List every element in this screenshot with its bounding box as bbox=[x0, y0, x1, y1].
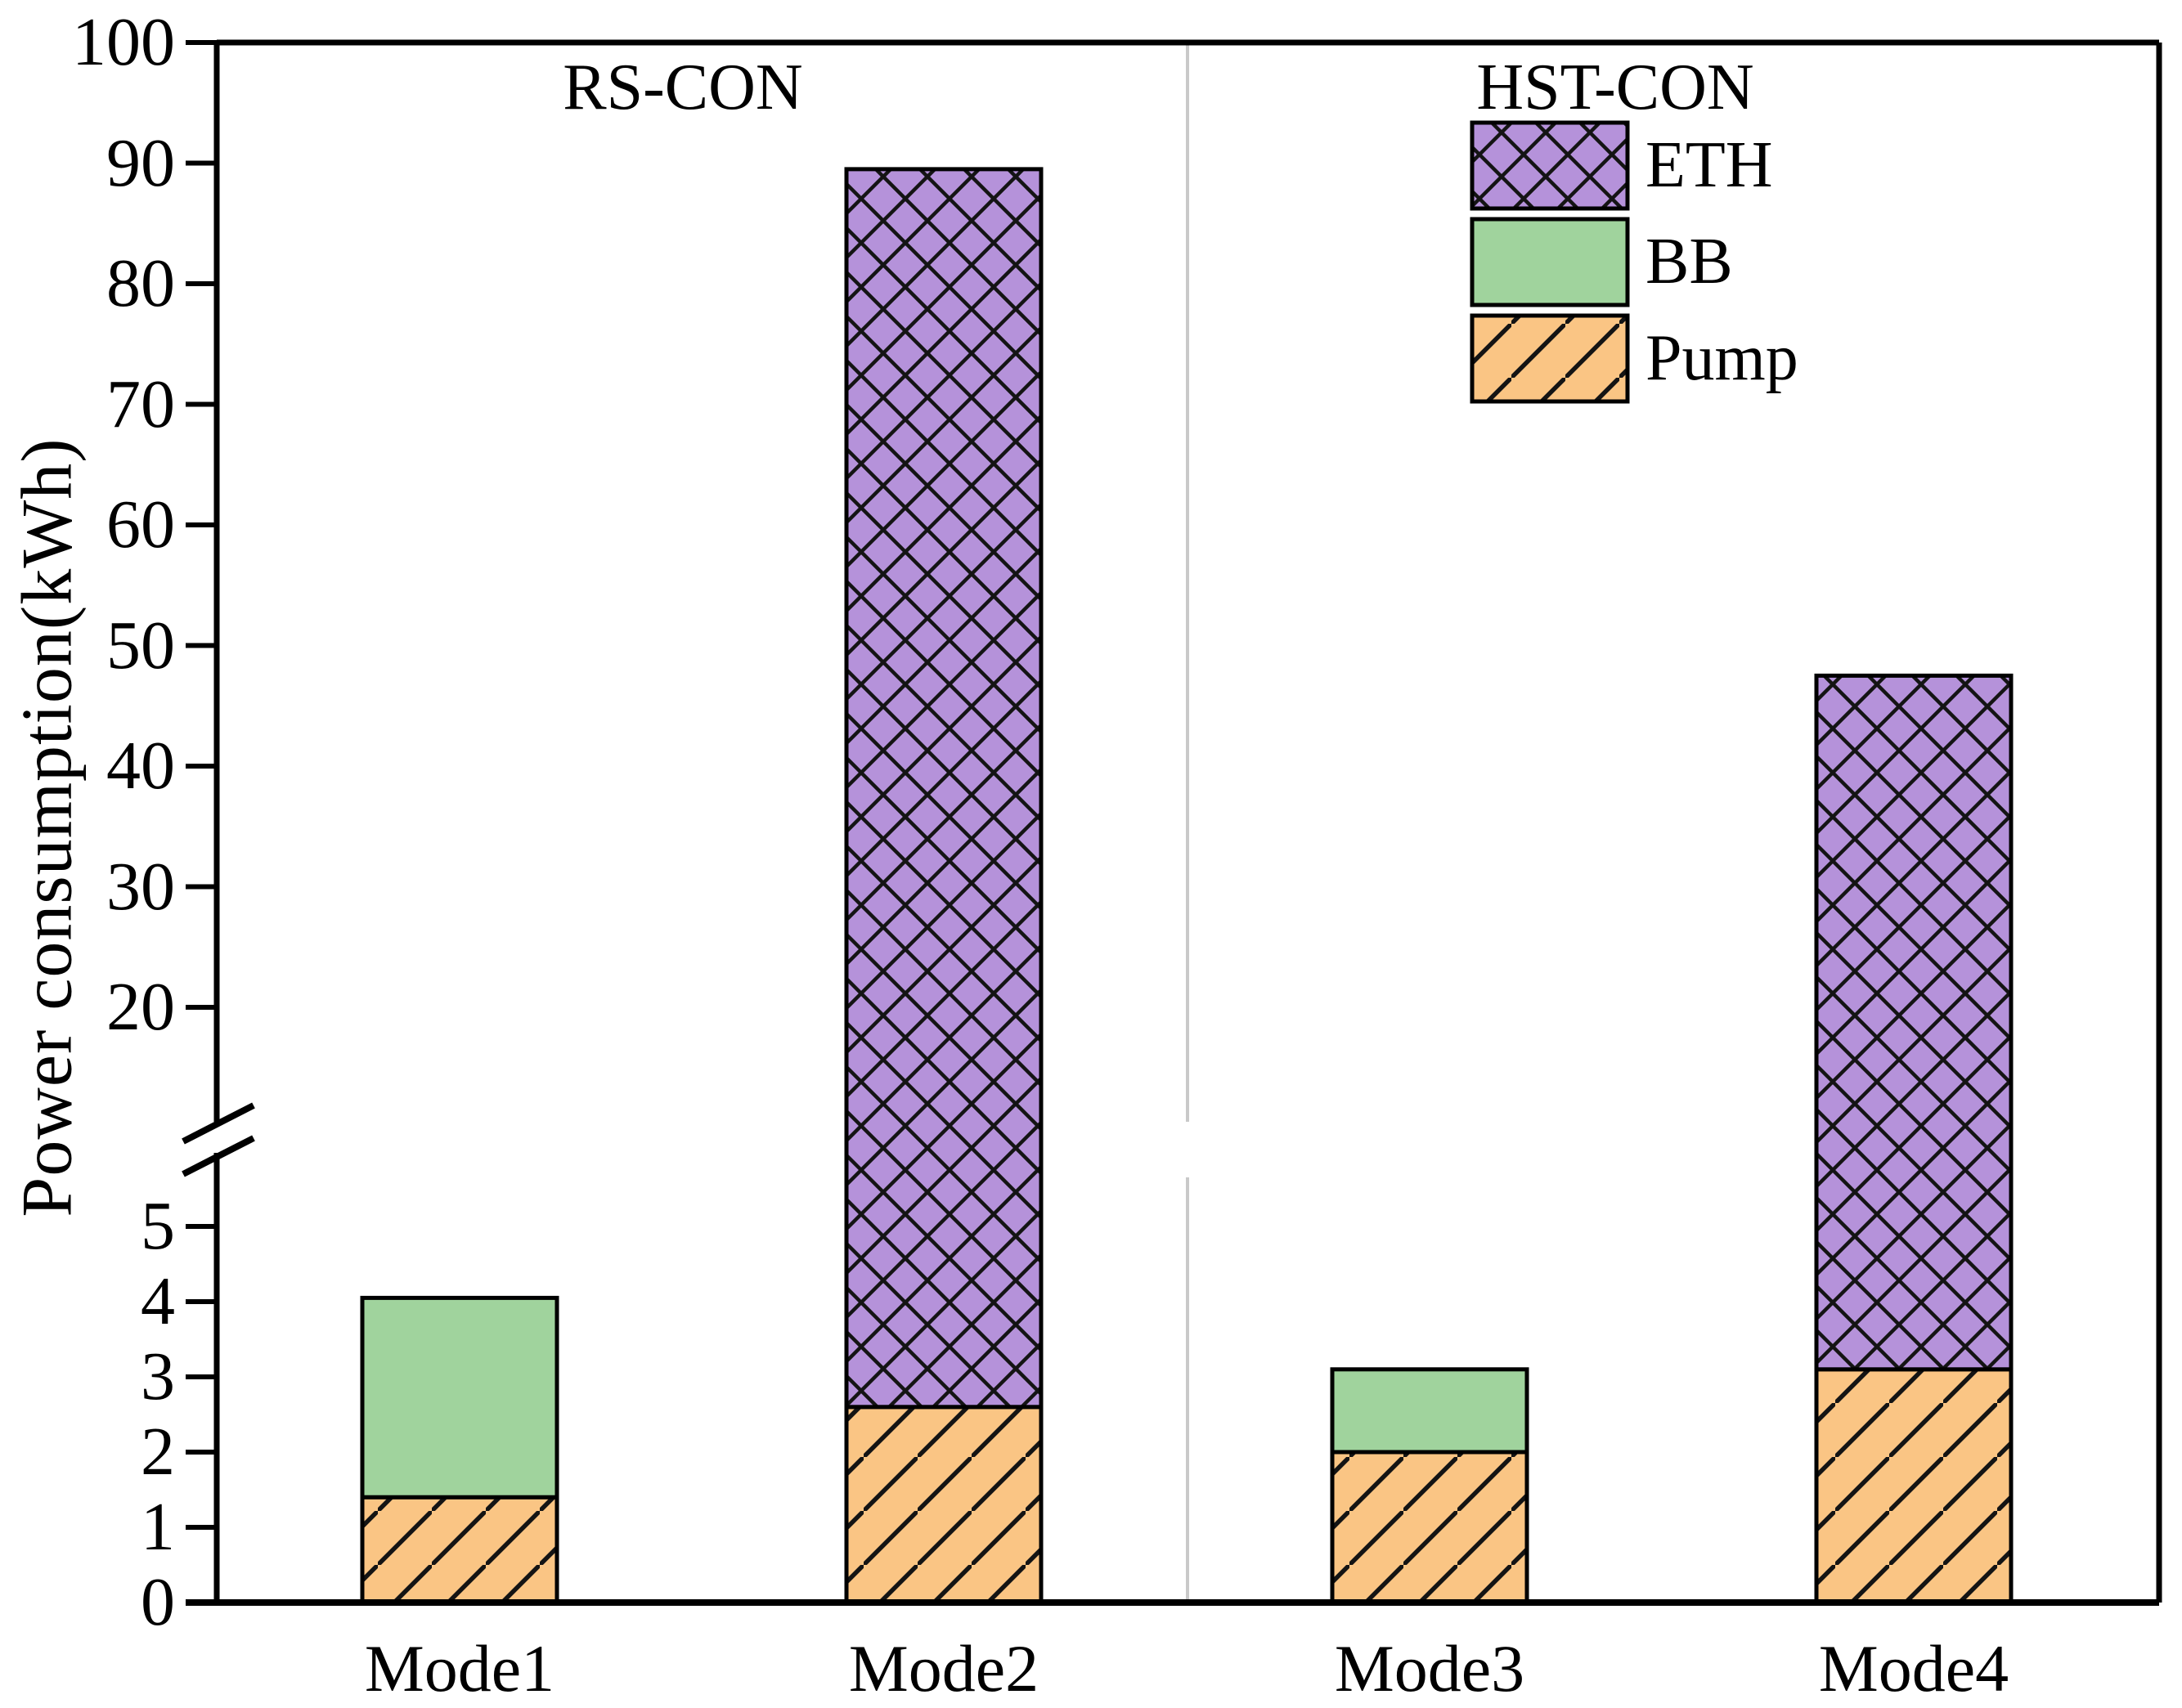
axis-break-mark bbox=[182, 1135, 255, 1177]
y-tick-label: 100 bbox=[72, 4, 175, 80]
y-tick-label: 80 bbox=[106, 245, 175, 321]
bar-segment-pump-mode2 bbox=[844, 1405, 1044, 1605]
y-tick-label: 30 bbox=[106, 848, 175, 925]
legend-label-bb: BB bbox=[1645, 226, 1733, 298]
bar-segment-pump-mode3 bbox=[1330, 1450, 1529, 1605]
y-tick-label: 50 bbox=[106, 607, 175, 684]
y-tick-label: 60 bbox=[106, 486, 175, 563]
x-category-label-mode1: Mode1 bbox=[364, 1631, 555, 1706]
bar-segment-eth-mode2 bbox=[844, 167, 1044, 1410]
legend-swatch-pump bbox=[1470, 313, 1630, 404]
bar-segment-bb-mode1 bbox=[360, 1295, 559, 1500]
bar-segment-pump-mode1 bbox=[360, 1495, 559, 1605]
legend-label-pump: Pump bbox=[1645, 322, 1798, 394]
y-tick-label: 3 bbox=[141, 1338, 175, 1414]
y-tick-label: 5 bbox=[141, 1188, 175, 1264]
y-tick-label: 1 bbox=[141, 1489, 175, 1565]
y-tick-label: 0 bbox=[141, 1564, 175, 1640]
bar-segment-eth-mode4 bbox=[1814, 673, 2014, 1372]
axis-break-mark bbox=[182, 1102, 255, 1145]
y-tick-label: 40 bbox=[106, 728, 175, 804]
legend-swatch-bb bbox=[1470, 217, 1630, 307]
legend-swatch-eth bbox=[1470, 120, 1630, 211]
y-tick-label: 2 bbox=[141, 1414, 175, 1490]
group-label-rs-con: RS-CON bbox=[563, 52, 803, 123]
y-tick-label: 4 bbox=[141, 1263, 175, 1339]
bar-segment-pump-mode4 bbox=[1814, 1367, 2014, 1605]
group-label-hst-con: HST-CON bbox=[1476, 52, 1754, 123]
bar-segment-bb-mode3 bbox=[1330, 1367, 1529, 1455]
legend-label-eth: ETH bbox=[1645, 129, 1773, 201]
x-category-label-mode3: Mode3 bbox=[1334, 1631, 1525, 1706]
x-category-label-mode4: Mode4 bbox=[1818, 1631, 2009, 1706]
x-category-label-mode2: Mode2 bbox=[848, 1631, 1039, 1706]
y-tick-label: 90 bbox=[106, 124, 175, 201]
y-tick-label: 70 bbox=[106, 365, 175, 442]
y-tick-label: 20 bbox=[106, 969, 175, 1045]
